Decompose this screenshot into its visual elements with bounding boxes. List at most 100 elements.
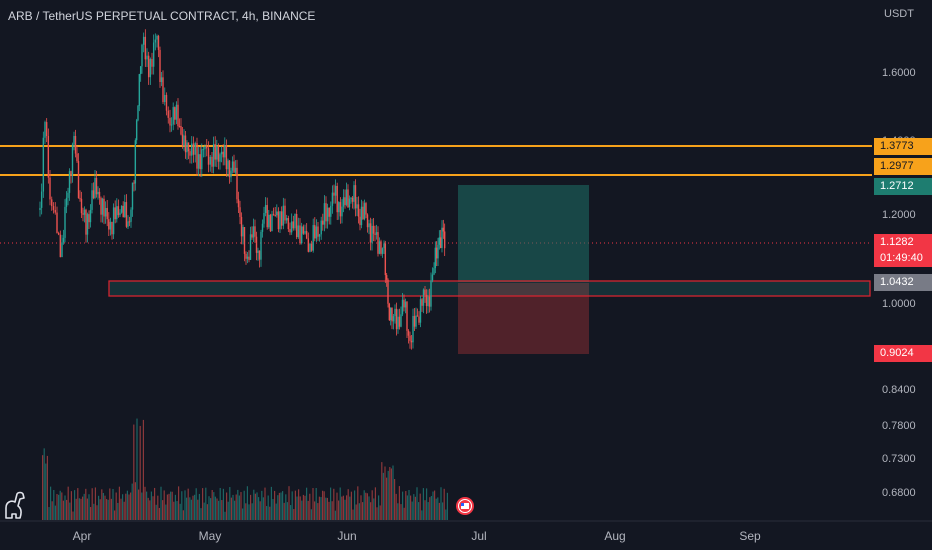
candle-body [70,171,72,176]
volume-bar [414,496,416,520]
volume-bar [176,501,178,520]
volume-bar [381,462,383,520]
dinosaur-logo-icon[interactable] [2,490,28,520]
price-tick-label: 0.7800 [882,420,916,432]
volume-bar [109,488,111,520]
volume-bar [163,490,165,520]
candle-body [144,36,147,60]
candle-body [443,231,446,249]
volume-bar [85,488,87,520]
candle-body [56,212,58,233]
volume-bar [294,490,296,520]
candle-body [415,315,417,327]
candle-body [391,307,393,322]
volume-bar [384,466,386,520]
candle-body [88,214,90,223]
candle-body [240,216,243,237]
volume-bar [192,495,194,520]
volume-bar [333,488,335,520]
volume-bar [122,494,124,520]
candle-body [398,316,401,327]
candle-body [347,189,349,208]
candle-body [389,307,392,321]
flag-icon[interactable] [456,497,474,515]
candle-body [160,77,163,82]
candle-body [125,202,128,227]
candle-body [114,207,116,220]
volume-bar [106,499,108,520]
candle-body [117,206,120,216]
volume-bar [70,491,72,520]
candle-body [380,241,382,254]
resistance-2-badge[interactable]: 1.2977 [874,158,932,175]
volume-bar [214,496,216,520]
volume-bar [238,495,240,520]
candle-body [186,142,188,153]
candle-body [92,190,95,199]
stop-zone[interactable] [458,283,589,354]
candle-body [40,191,43,208]
price-tick-label: 1.2000 [882,209,916,221]
volume-bar [69,502,71,520]
candle-body [209,156,211,165]
volume-bar [250,494,252,520]
time-tick-label: Sep [739,529,761,543]
candle-body [224,145,226,158]
candle-body [64,206,66,238]
candle-body [167,110,169,118]
volume-bar [427,502,429,520]
candle-body [175,104,178,120]
candle-body [222,151,224,158]
volume-bar [267,495,269,520]
candle-body [101,198,104,215]
price-tick-label: 0.8400 [882,384,916,396]
candle-body [357,204,360,217]
volume-bar [326,497,328,520]
target-zone[interactable] [458,185,589,282]
volume-bar [178,486,180,520]
resistance-1-badge[interactable]: 1.3773 [874,138,932,155]
candle-body [216,146,218,160]
time-tick-label: Aug [604,529,625,543]
support-zone[interactable] [108,280,871,297]
candle-body [422,289,425,306]
volume-bar [173,501,175,520]
volume-bar [390,468,392,520]
volume-bar [226,492,228,520]
volume-bar [312,488,314,520]
volume-bar [190,499,192,520]
current-price-badge[interactable]: 1.1282 [874,234,932,251]
volume-bar [246,486,248,520]
candlestick-series [39,29,446,350]
volume-bar [339,487,341,520]
candle-body [294,213,296,229]
candle-body [184,135,187,153]
volume-bar [205,487,207,520]
candle-body [157,35,160,50]
volume-bar [83,493,85,520]
volume-bar [232,494,234,520]
candle-body [400,314,402,327]
volume-bar [293,509,295,520]
volume-bar [147,497,149,520]
candle-body [82,213,84,215]
price-tick-label: 1.0000 [882,298,916,310]
candle-body [65,197,68,207]
candle-body [438,237,441,245]
stop-price-badge[interactable]: 0.9024 [874,345,932,362]
volume-bar [315,487,317,520]
volume-bar [58,494,60,520]
candle-body [325,203,327,222]
entry-price-badge[interactable]: 1.0432 [874,274,932,291]
candle-body [170,124,173,126]
candle-body [425,294,428,307]
candle-body [68,171,71,193]
volume-bar [314,501,316,520]
target-price-badge[interactable]: 1.2712 [874,178,932,195]
candle-body [345,189,348,205]
candle-body [181,134,184,146]
candle-body [356,204,358,209]
volume-bar [179,503,181,520]
candle-body [177,104,179,127]
